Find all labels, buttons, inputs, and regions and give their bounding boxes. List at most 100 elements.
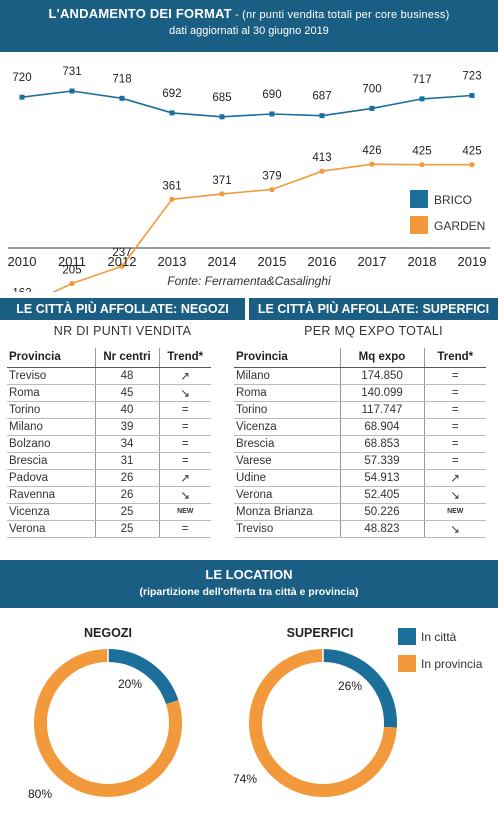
data-point (369, 105, 375, 111)
cell-provincia: Verona (7, 520, 95, 538)
cell-provincia: Verona (234, 486, 340, 504)
data-point (69, 88, 75, 94)
x-tick-label: 2014 (208, 254, 237, 269)
x-tick-label: 2017 (358, 254, 387, 269)
cell-trend: ↘ (159, 384, 211, 402)
location-title: LE LOCATION (205, 567, 293, 582)
cell-value: 39 (94, 418, 160, 436)
cell-provincia: Treviso (7, 367, 95, 385)
column-header: Nr centri (94, 348, 160, 368)
cell-trend: = (424, 435, 486, 453)
table-row: Vicenza 68.904 = (234, 418, 486, 436)
cell-trend: = (424, 367, 486, 385)
table-row: Udine 54.913 ↗ (234, 469, 486, 487)
location-banner: LE LOCATION (ripartizione dell'offerta t… (0, 560, 498, 608)
data-point (269, 111, 275, 117)
data-label: 237 (112, 247, 131, 259)
superfici-table: Provincia Mq expo Trend* Milano 174.850 = R… (234, 348, 486, 538)
data-label: 692 (162, 88, 181, 100)
cell-provincia: Treviso (234, 520, 340, 538)
x-tick-label: 2016 (308, 254, 337, 269)
cell-provincia: Padova (7, 469, 95, 487)
cell-value: 57.339 (339, 452, 425, 470)
table-row: Treviso 48.823 ↘ (234, 520, 486, 538)
cell-provincia: Roma (7, 384, 95, 402)
data-label: 690 (262, 89, 281, 101)
x-tick-label: 2010 (8, 254, 37, 269)
cell-trend: = (159, 435, 211, 453)
cell-value: 45 (94, 384, 160, 402)
legend-swatch-garden (410, 216, 428, 234)
cell-trend: = (159, 520, 211, 538)
table-row: Monza Brianza 50.226 NEW (234, 503, 486, 521)
data-label: 731 (62, 66, 81, 78)
negozi-table: Provincia Nr centri Trend* Treviso 48 ↗ Rom… (7, 348, 211, 538)
chart-subtitle: dati aggiornati al 30 giugno 2019 (169, 25, 329, 37)
donut-title: NEGOZI (84, 626, 132, 640)
cell-trend: = (424, 452, 486, 470)
donut-title: SUPERFICI (287, 626, 354, 640)
data-label: 717 (412, 74, 431, 86)
data-label: 685 (212, 92, 231, 104)
donut-label: 26% (338, 679, 362, 693)
data-point (319, 113, 325, 119)
top-banner: L'ANDAMENTO DEI FORMAT - (nr punti vendi… (0, 0, 498, 52)
cell-provincia: Brescia (234, 435, 340, 453)
cell-value: 40 (94, 401, 160, 419)
table-row: Verona 52.405 ↘ (234, 486, 486, 504)
cell-provincia: Torino (7, 401, 95, 419)
x-tick-label: 2012 (108, 254, 137, 269)
cell-value: 117.747 (339, 401, 425, 419)
donut-label: 80% (28, 787, 52, 801)
data-label: 361 (162, 180, 181, 192)
cell-value: 31 (94, 452, 160, 470)
legend-swatch-citta (398, 628, 416, 645)
cell-trend: = (159, 401, 211, 419)
data-point (469, 162, 475, 168)
series-line-brico (21, 90, 473, 118)
negozi-header: LE CITTÀ PIÙ AFFOLLATE: NEGOZI (0, 298, 245, 320)
cell-value: 34 (94, 435, 160, 453)
data-label: 162 (12, 288, 31, 292)
negozi-subtitle: NR DI PUNTI VENDITA (53, 324, 192, 338)
cell-trend: ↘ (159, 486, 211, 504)
cell-provincia: Roma (234, 384, 340, 402)
cell-trend: ↗ (159, 469, 211, 487)
table-row: Torino 40 = (7, 401, 211, 419)
data-label: 718 (112, 73, 131, 85)
table-header-row: Provincia Nr centri Trend* (7, 348, 211, 368)
donut-slice-provincia (34, 649, 182, 797)
cell-trend: = (424, 401, 486, 419)
cell-provincia: Ravenna (7, 486, 95, 504)
data-point (419, 162, 425, 168)
x-tick-label: 2019 (458, 254, 487, 269)
data-label: 426 (362, 145, 381, 157)
cell-value: 26 (94, 469, 160, 487)
table-row: Padova 26 ↗ (7, 469, 211, 487)
data-point (169, 196, 175, 202)
data-label: 413 (312, 152, 331, 164)
cell-provincia: Torino (234, 401, 340, 419)
cell-trend: = (159, 418, 211, 436)
cell-value: 174.850 (339, 367, 425, 385)
cell-trend: ↘ (424, 486, 486, 504)
cell-value: 68.904 (339, 418, 425, 436)
legend-swatch-provincia (398, 655, 416, 672)
table-row: Treviso 48 ↗ (7, 367, 211, 385)
data-label: 379 (262, 171, 281, 183)
x-tick-label: 2013 (158, 254, 187, 269)
data-label: 723 (462, 71, 481, 83)
chart-title: L'ANDAMENTO DEI FORMAT - (nr punti vendi… (0, 6, 498, 21)
data-point (19, 94, 25, 100)
table-header-row: Provincia Mq expo Trend* (234, 348, 486, 368)
superfici-header: LE CITTÀ PIÙ AFFOLLATE: SUPERFICI (249, 298, 498, 320)
column-header: Mq expo (339, 348, 425, 368)
data-point (269, 186, 275, 193)
cell-provincia: Brescia (7, 452, 95, 470)
cell-value: 26 (94, 486, 160, 504)
data-point (469, 93, 475, 99)
cell-value: 48 (94, 367, 160, 385)
x-tick-label: 2011 (58, 254, 86, 269)
donut-charts: NEGOZI 20% 80% SUPERFICI 26% 74% In città In pr… (28, 626, 483, 801)
column-header: Trend* (159, 348, 211, 368)
